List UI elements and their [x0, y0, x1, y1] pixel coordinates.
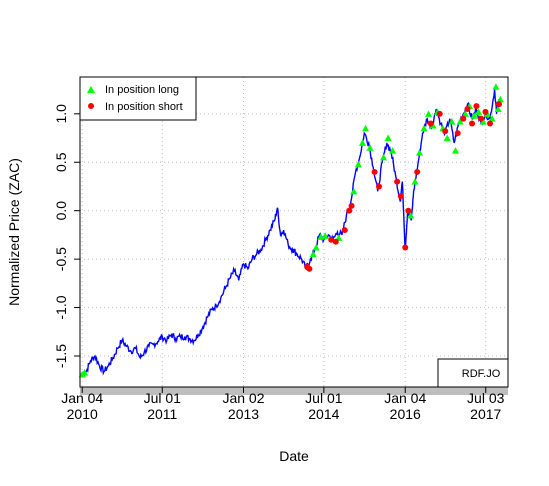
x-tick-label: Jan 02: [222, 390, 264, 406]
long-position-marker: [461, 110, 469, 117]
x-tick-year-label: 2013: [228, 406, 259, 422]
short-position-marker: [306, 265, 313, 272]
y-tick-label: 0.0: [53, 201, 69, 221]
short-position-marker: [405, 207, 412, 214]
plot-border: [79, 76, 509, 388]
x-tick-year-label: 2010: [67, 406, 98, 422]
long-position-marker: [407, 212, 415, 219]
legend-box: [79, 76, 197, 121]
long-position-marker: [470, 112, 478, 119]
long-position-marker: [380, 153, 388, 161]
short-position-marker: [464, 105, 471, 112]
long-position-marker: [81, 368, 89, 376]
symbol-tag: RDF.JO: [437, 358, 509, 388]
long-position-marker: [350, 187, 358, 195]
short-position-marker: [332, 238, 339, 245]
long-position-marker: [475, 108, 483, 115]
long-position-marker: [452, 147, 460, 154]
y-tick-label: 0.5: [53, 152, 69, 172]
long-position-marker: [362, 124, 370, 132]
y-tick-label: -1.5: [53, 344, 69, 368]
short-position-marker: [346, 207, 353, 214]
long-position-marker: [496, 95, 504, 103]
symbol-tag-box: [437, 358, 509, 388]
short-position-marker: [487, 120, 494, 127]
legend-long-label: In position long: [105, 84, 179, 96]
legend-short-label: In position short: [105, 101, 183, 113]
short-position-marker: [394, 178, 401, 185]
x-range-bar: [80, 387, 508, 395]
short-position-marker: [414, 168, 421, 175]
short-position-marker: [496, 101, 503, 108]
x-axis-title: Date: [279, 448, 309, 464]
long-position-marker: [389, 147, 397, 154]
x-tick-label: Jul 01: [305, 390, 343, 406]
legend-short-circle: [88, 103, 94, 109]
short-position-marker: [436, 110, 443, 117]
short-position-marker: [473, 103, 480, 110]
short-position-marker: [348, 202, 355, 209]
long-position-marker: [321, 232, 329, 239]
legend-long-triangle: [87, 86, 95, 93]
grid-lines: [80, 77, 508, 387]
long-position-marker: [358, 139, 366, 146]
short-position-marker: [454, 130, 461, 137]
price-line: [82, 89, 500, 377]
short-position-marker: [460, 115, 467, 122]
long-position-marker: [416, 149, 424, 156]
y-tick-label: -0.5: [53, 247, 69, 271]
y-tick-label: 1.0: [53, 104, 69, 124]
x-tick-label: Jul 03: [467, 390, 505, 406]
position-markers: [78, 83, 504, 378]
long-position-marker: [479, 118, 487, 125]
x-tick-year-label: 2017: [470, 406, 501, 422]
long-position-marker: [411, 178, 419, 185]
x-tick-year-label: 2011: [147, 406, 177, 422]
x-tick-year-label: 2014: [308, 406, 339, 422]
short-position-marker: [427, 120, 434, 127]
long-position-marker: [456, 118, 464, 125]
long-position-marker: [384, 134, 392, 142]
legend: In position long In position short: [79, 76, 197, 121]
long-position-marker: [425, 110, 433, 117]
y-axis: -1.5 -1.0 -0.5 0.0 0.5 1.0: [53, 104, 80, 368]
long-position-marker: [309, 250, 317, 258]
short-position-marker: [371, 168, 378, 175]
long-position-marker: [312, 244, 320, 251]
short-position-marker: [328, 236, 335, 243]
short-position-marker: [482, 108, 489, 115]
x-tick-year-label: 2016: [390, 406, 421, 422]
short-position-marker: [442, 128, 449, 135]
long-position-marker: [492, 83, 500, 90]
short-position-marker: [375, 183, 382, 190]
y-axis-title: Normalized Price (ZAC): [6, 158, 22, 306]
long-position-marker: [494, 105, 502, 112]
short-position-marker: [469, 120, 476, 127]
short-position-marker: [341, 227, 348, 234]
short-position-marker: [478, 115, 485, 122]
long-position-marker: [354, 160, 362, 168]
x-tick-label: Jan 04: [384, 390, 426, 406]
long-position-marker: [448, 118, 456, 125]
symbol-tag-label: RDF.JO: [462, 368, 501, 380]
long-position-marker: [488, 115, 496, 122]
long-position-marker: [443, 134, 451, 142]
x-tick-label: Jul 01: [144, 390, 182, 406]
short-position-marker: [402, 244, 409, 251]
price-series-line: [82, 89, 500, 377]
x-tick-label: Jan 04: [61, 390, 103, 406]
long-position-marker: [366, 144, 374, 151]
y-tick-label: -1.0: [53, 295, 69, 319]
short-position-marker: [397, 193, 404, 200]
long-position-marker: [420, 124, 428, 132]
